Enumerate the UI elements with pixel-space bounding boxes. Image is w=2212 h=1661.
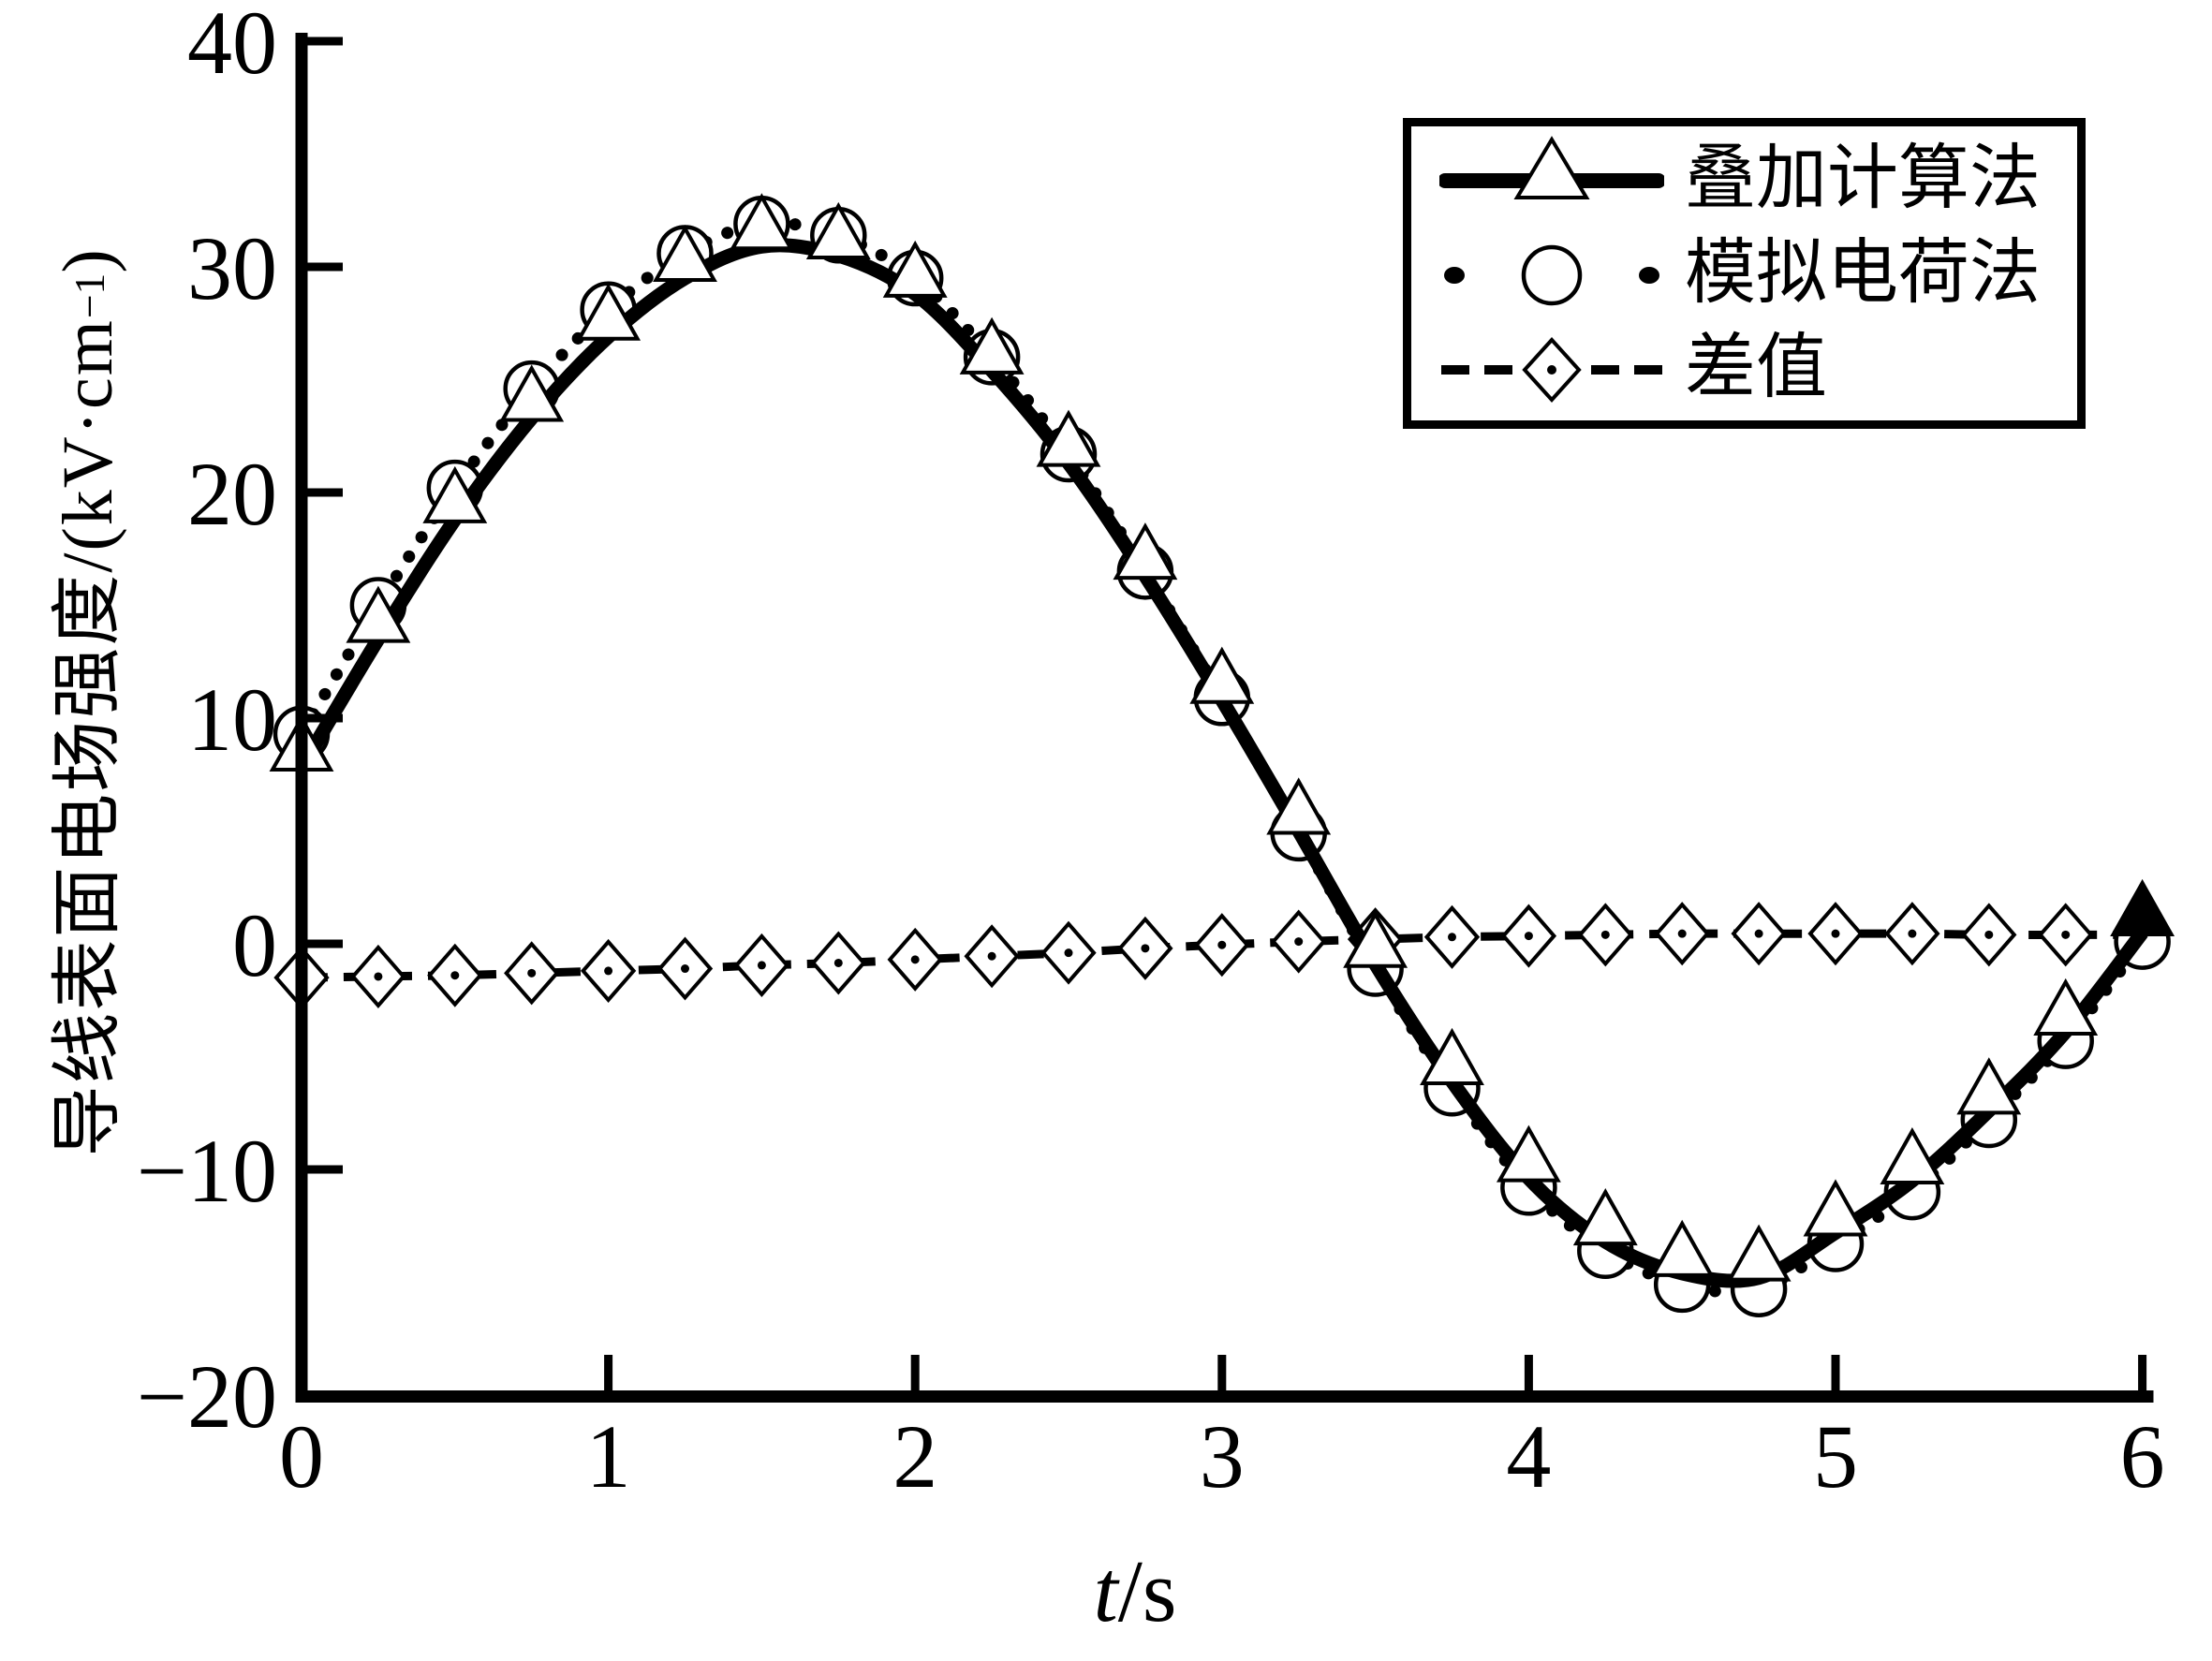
marker-triangle-superposition-22 [1956,1057,2022,1115]
y-tick-label-40: 40 [187,0,277,93]
marker-diamond-difference-5-center-dot [681,964,689,974]
marker-diamond-difference-13-center-dot [1294,937,1304,947]
legend-symbol-solid-line-triangle-icon [1439,135,1664,199]
marker-triangle-superposition-10 [1036,409,1101,467]
marker-triangle-superposition-18 [1649,1219,1715,1277]
marker-diamond-difference-1-center-dot [374,972,383,981]
marker-triangle-superposition-1 [346,585,411,643]
x-tick-0 [297,1355,306,1390]
x-tick-5 [1831,1355,1840,1390]
legend-entry-difference: 差值 [1439,321,2077,415]
y-axis-title-superscript: −1 [66,272,113,319]
y-tick-30 [307,262,343,272]
y-axis-spine [295,33,308,1403]
y-axis-title-main: 导线表面电场强度/(kV·cm [49,318,127,1157]
x-tick-3 [1217,1355,1227,1390]
marker-triangle-superposition-8 [882,240,948,298]
marker-diamond-difference-17-center-dot [1600,930,1610,939]
marker-triangle-superposition-21 [1880,1126,1945,1185]
marker-triangle-superposition-9 [959,316,1025,375]
y-tick-label--20: −20 [137,1346,277,1447]
x-axis-title: t/s [1094,1541,1177,1642]
marker-triangle-superposition-16 [1496,1124,1561,1183]
legend-label-difference: 差值 [1685,329,1827,408]
x-tick-label-5: 5 [1813,1406,1858,1507]
y-tick-label-20: 20 [187,444,277,544]
marker-triangle-superposition-7 [805,201,871,259]
marker-diamond-difference-2-center-dot [450,971,460,980]
x-tick-1 [604,1355,613,1390]
marker-triangle-superposition-6 [729,193,794,251]
y-tick-40 [307,37,343,46]
x-tick-label-6: 6 [2120,1406,2165,1507]
marker-diamond-difference-16-center-dot [1524,932,1533,941]
x-tick-label-2: 2 [892,1406,937,1507]
marker-diamond-difference-4-center-dot [604,966,613,976]
y-tick-label-0: 0 [232,895,277,995]
marker-diamond-difference-7-center-dot [833,958,843,967]
marker-diamond-difference-21-center-dot [1908,929,1917,938]
y-tick-label-30: 30 [187,218,277,318]
marker-diamond-difference-11-center-dot [1141,944,1150,953]
marker-triangle-superposition-24 [2110,878,2175,936]
y-tick-20 [307,488,343,497]
marker-triangle-superposition-17 [1572,1188,1638,1246]
marker-diamond-difference-15-center-dot [1448,933,1456,942]
marker-diamond-difference-9-center-dot [987,951,996,961]
legend-entry-superposition: 叠加计算法 [1439,132,2077,226]
x-axis-title-variable: t [1093,1543,1118,1640]
marker-diamond-difference-12-center-dot [1217,940,1227,949]
y-tick-10 [307,713,343,723]
marker-triangle-superposition-23 [2033,977,2099,1036]
x-tick-2 [910,1355,920,1390]
marker-triangle-superposition-11 [1113,522,1178,581]
legend-entry-charge-simulation: 模拟电荷法 [1439,227,2077,320]
y-tick--10 [307,1165,343,1174]
marker-diamond-difference-8-center-dot [910,955,920,964]
legend-box: 叠加计算法 模拟电荷法 差值 [1403,118,2086,429]
marker-diamond-difference-22-center-dot [1984,930,1994,939]
marker-triangle-superposition-15 [1420,1027,1484,1086]
marker-diamond-difference-19-center-dot [1754,929,1763,938]
y-tick-label--10: −10 [137,1121,277,1221]
marker-triangle-superposition-5 [653,224,717,283]
marker-triangle-superposition-2 [422,465,488,523]
x-axis-title-unit: /s [1117,1543,1177,1640]
x-axis-spine [295,1390,2154,1403]
x-tick-label-4: 4 [1506,1406,1551,1507]
marker-diamond-difference-23-center-dot [2061,930,2071,939]
marker-triangle-superposition-3 [499,364,565,422]
marker-diamond-difference-6-center-dot [757,961,766,970]
y-tick-label-10: 10 [187,669,277,770]
x-tick-label-1: 1 [586,1406,631,1507]
marker-triangle-superposition-20 [1803,1179,1868,1237]
marker-triangle-superposition-19 [1726,1224,1792,1282]
legend-label-charge-simulation: 模拟电荷法 [1685,233,2041,313]
x-tick-label-0: 0 [279,1406,324,1507]
marker-diamond-difference-18-center-dot [1677,929,1687,938]
legend-label-superposition: 叠加计算法 [1685,139,2041,218]
marker-triangle-superposition-13 [1266,777,1332,835]
marker-triangle-superposition-14 [1343,910,1408,968]
x-tick-label-3: 3 [1200,1406,1245,1507]
marker-diamond-difference-10-center-dot [1064,948,1073,958]
legend-symbol-dashed-line-diamond-icon [1441,337,1662,404]
marker-diamond-difference-20-center-dot [1831,929,1840,938]
y-tick--20 [307,1390,343,1400]
x-tick-6 [2138,1355,2147,1390]
marker-diamond-difference-3-center-dot [527,968,537,977]
x-tick-4 [1524,1355,1533,1390]
y-tick-0 [307,939,343,948]
y-axis-title-close: ) [49,247,127,273]
y-axis-title: 导线表面电场强度/(kV·cm−1) [29,247,132,1156]
legend-symbol-dotted-line-circle-icon [1444,244,1659,306]
marker-triangle-superposition-4 [576,283,641,341]
marker-triangle-superposition-12 [1189,646,1255,704]
